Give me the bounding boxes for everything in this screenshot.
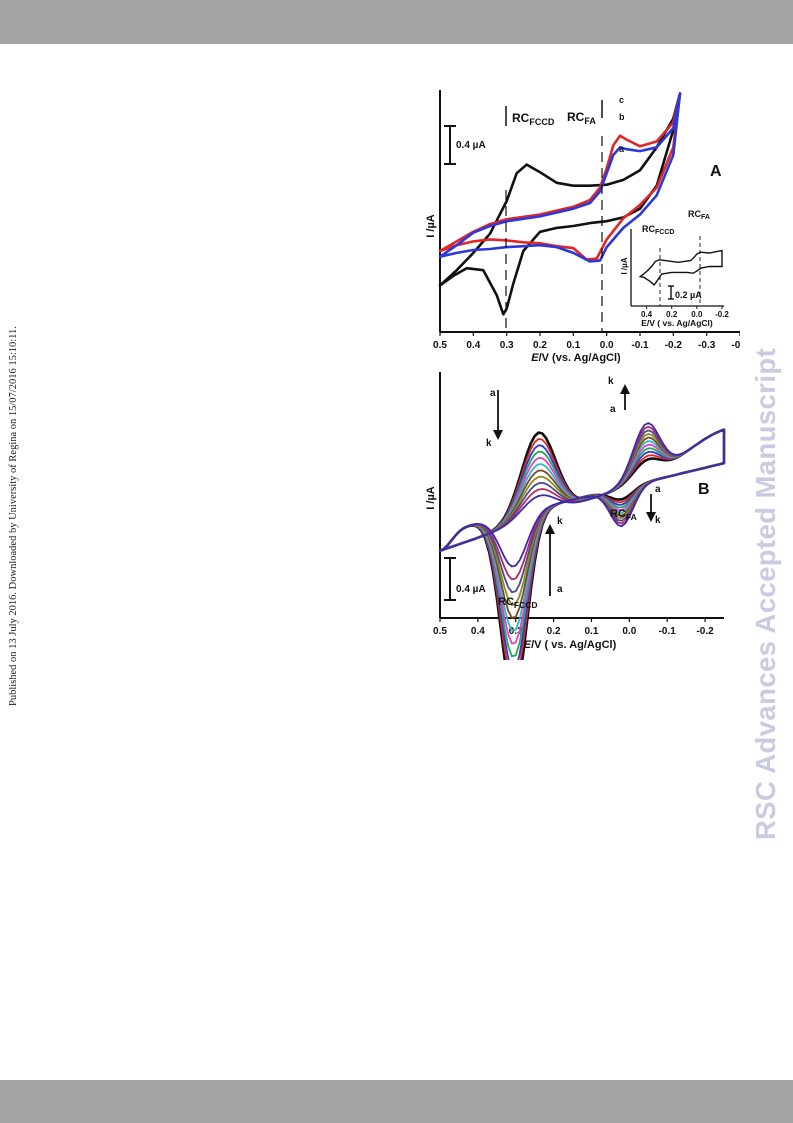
inset-x-tick-label: -0.2 [715,310,729,319]
panel-a-tick-group: 0.5 0.4 0.3 0.2 0.1 0.0 -0.1 -0.2 -0.3 -0.4 [433,332,740,351]
publication-side-note: Published on 13 July 2016. Downloaded by… [8,326,19,706]
panel-b-fa-label: RCFA [610,508,637,522]
panel-b-x-tick-label: 0.0 [622,626,636,637]
panel-a-x-tick-label: 0.4 [466,340,480,351]
bottom-footer-band [0,1080,793,1123]
panel-a-scale-bar-label: 0.4 µA [456,140,486,151]
panel-b-x-tick-label: 0.2 [547,626,561,637]
panel-b-arrow-head-fccd-bottom [545,524,555,534]
panel-b-x-tick-label: 0.4 [471,626,485,637]
panel-b-arrow-fa-bottom-start: a [655,484,661,495]
inset-voltammogram [638,249,723,287]
inset-x-label: E/V ( vs. Ag/AgCl) [641,318,713,328]
panel-a-y-label: I /µA [425,214,437,238]
panel-b-arrow-fccd-start: a [557,584,563,595]
panel-b-arrow-head-fa-top [620,384,630,394]
panel-b-arrow-head-left [493,430,503,440]
inset-scale-bar-label: 0.2 µA [675,290,702,300]
panel-b-background [424,368,740,660]
panel-b-x-tick-label: 0.3 [509,626,523,637]
panel-a-x-tick-label: 0.2 [533,340,547,351]
inset-curve-group [638,249,723,287]
panel-b-x-label: E/V ( vs. Ag/AgCl) [524,639,617,651]
panel-a-x-tick-label: -0.4 [731,340,740,351]
panel-a-voltammogram-b [438,92,682,263]
panel-a-x-tick-label: -0.1 [631,340,649,351]
panel-a-curve-label-a: a [619,144,625,154]
panel-a-fa-label: RCFA [567,110,596,126]
inset-x-tick-label: 0.4 [641,310,653,319]
panel-a-curve-label-b: b [619,112,625,122]
panel-b-arrow-head-fa-bottom [646,512,656,522]
panel-b-x-tick-label: 0.5 [433,626,447,637]
panel-a-x-tick-label: 0.0 [600,340,614,351]
panel-a: 0.5 0.4 0.3 0.2 0.1 0.0 -0.1 -0.2 -0.3 -0.4 RCFCC… [424,86,740,364]
panel-a-x-tick-label: 0.1 [566,340,580,351]
inset-fa-label: RCFA [688,209,710,221]
panel-a-curve-label-c: c [619,95,624,105]
panel-b-curve-group [438,422,726,660]
panel-a-x-tick-label: -0.3 [698,340,716,351]
panel-b-scale-bar-label: 0.4 µA [456,584,486,595]
panel-b-arrow-left-start: a [490,388,496,399]
panel-b-x-tick-label: -0.2 [696,626,714,637]
panel-b-x-tick-label: -0.1 [659,626,677,637]
panel-b-arrow-fa-top-start: a [610,404,616,415]
panel-b-arrow-fa-bottom-end: k [655,515,661,526]
panel-a-x-tick-label: -0.2 [665,340,683,351]
panel-b-tick-group: 0.5 0.4 0.3 0.2 0.1 0.0 -0.1 -0.2 [433,618,714,637]
accepted-manuscript-watermark: RSC Advances Accepted Manuscript [750,347,781,840]
panel-b-label: B [698,481,710,498]
inset-y-label: I /µA [620,257,629,274]
inset-x-tick-label: 0.2 [666,310,678,319]
panel-a-fccd-label: RCFCCD [512,111,555,127]
panel-b-y-label: I /µA [425,486,437,510]
panel-a-x-label: E/V (vs. Ag/AgCl) [531,352,621,364]
panel-a-inset: 0.4 0.2 0.0 -0.2 RCFCCD RCFA 0.2 µA I /µA E… [620,209,736,328]
panel-b-voltammogram-k [439,422,725,568]
panel-b-arrow-left-end: k [486,438,492,449]
inset-x-tick-label: 0.0 [691,310,703,319]
panel-a-x-tick-label: 0.5 [433,340,447,351]
panel-b-x-tick-label: 0.1 [585,626,599,637]
panel-b: 0.5 0.4 0.3 0.2 0.1 0.0 -0.1 -0.2 a k k a a k k… [424,368,740,660]
inset-fccd-label: RCFCCD [642,224,674,236]
panel-a-x-tick-label: 0.3 [500,340,514,351]
inset-tick-group: 0.4 0.2 0.0 -0.2 [641,306,729,319]
panel-b-arrow-fccd-end: k [557,516,563,527]
panel-b-fccd-label: RCFCCD [498,596,538,610]
panel-a-label: A [710,163,722,180]
cyclic-voltammetry-figure: 0.5 0.4 0.3 0.2 0.1 0.0 -0.1 -0.2 -0.3 -0.4 RCFCC… [424,86,740,660]
panel-b-arrow-fa-top-end: k [608,376,614,387]
top-header-band [0,0,793,44]
